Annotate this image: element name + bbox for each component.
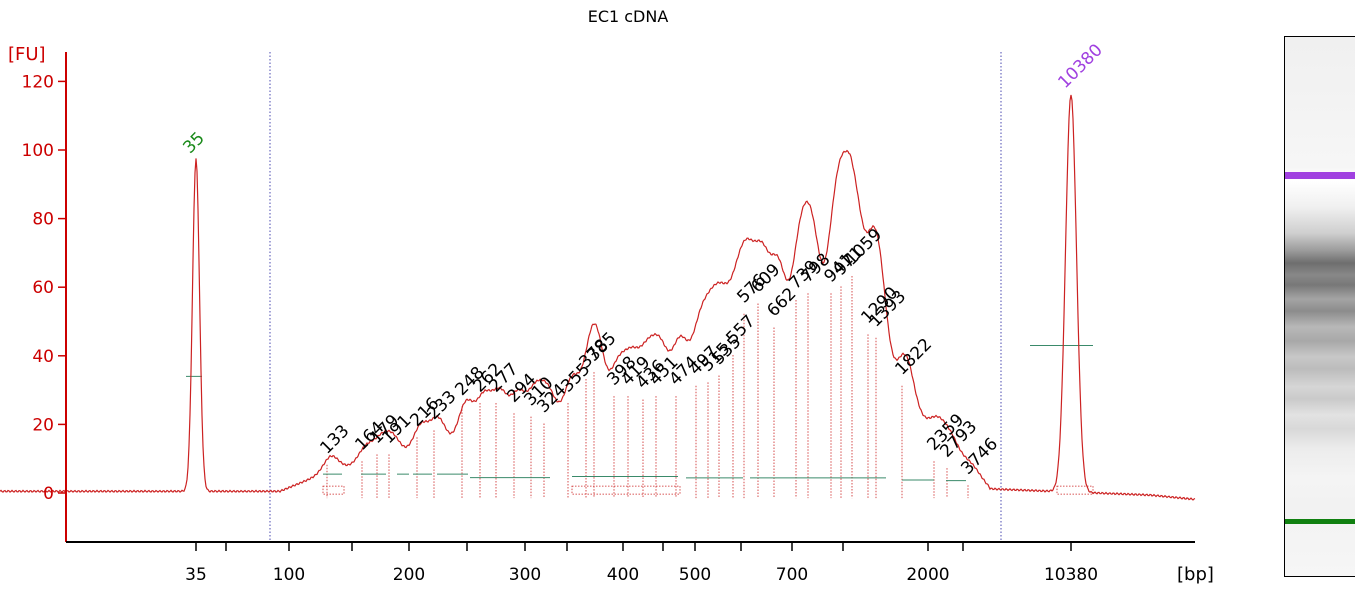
gel-image-lane [1284, 36, 1355, 577]
gel-lower-marker-band [1285, 519, 1355, 524]
peak-region-box [571, 485, 681, 495]
gel-lane-bands [1285, 37, 1355, 576]
peak-label: 133 [316, 421, 353, 458]
x-tick-label: 35 [185, 565, 207, 585]
electropherogram-chart: EC1 cDNA [FU] [bp] 0 20 40 60 80 100 120 35 100… [0, 7, 1214, 585]
x-axis: 35 100 200 300 400 500 700 2000 10380 [66, 541, 1195, 585]
x-tick-label: 10380 [1044, 565, 1098, 585]
y-axis: 0 20 40 60 80 100 120 [22, 52, 67, 542]
y-tick-label: 120 [22, 72, 54, 92]
x-tick-label: 100 [273, 565, 305, 585]
y-tick-label: 60 [32, 278, 54, 298]
x-tick-label: 500 [679, 565, 711, 585]
y-tick-label: 40 [32, 347, 54, 367]
y-tick-label: 20 [32, 415, 54, 435]
trace-line [0, 94, 1196, 501]
marker-peak-label: 35 [179, 128, 208, 157]
peak-labels: 1331641791912162332482622772943103243553… [179, 40, 1106, 479]
peak-region-box [1056, 485, 1094, 495]
x-tick-label: 200 [393, 565, 425, 585]
x-axis-label: [bp] [1177, 564, 1214, 585]
x-tick-label: 300 [509, 565, 541, 585]
y-tick-label: 0 [43, 484, 54, 504]
baseline-segments [186, 345, 1093, 482]
peak-region-box [322, 485, 345, 495]
x-tick-label: 400 [607, 565, 639, 585]
x-tick-label: 700 [776, 565, 808, 585]
chart-title: EC1 cDNA [588, 7, 669, 26]
x-tick-label: 2000 [906, 565, 949, 585]
marker-lines [269, 52, 1002, 542]
peak-label: 1822 [891, 335, 936, 380]
marker-peak-label: 10380 [1054, 40, 1106, 92]
y-axis-label: [FU] [8, 44, 46, 65]
y-tick-label: 100 [22, 141, 54, 161]
gel-upper-marker-band [1285, 172, 1355, 179]
peak-region-lines [322, 276, 1094, 499]
y-tick-label: 80 [32, 210, 54, 230]
